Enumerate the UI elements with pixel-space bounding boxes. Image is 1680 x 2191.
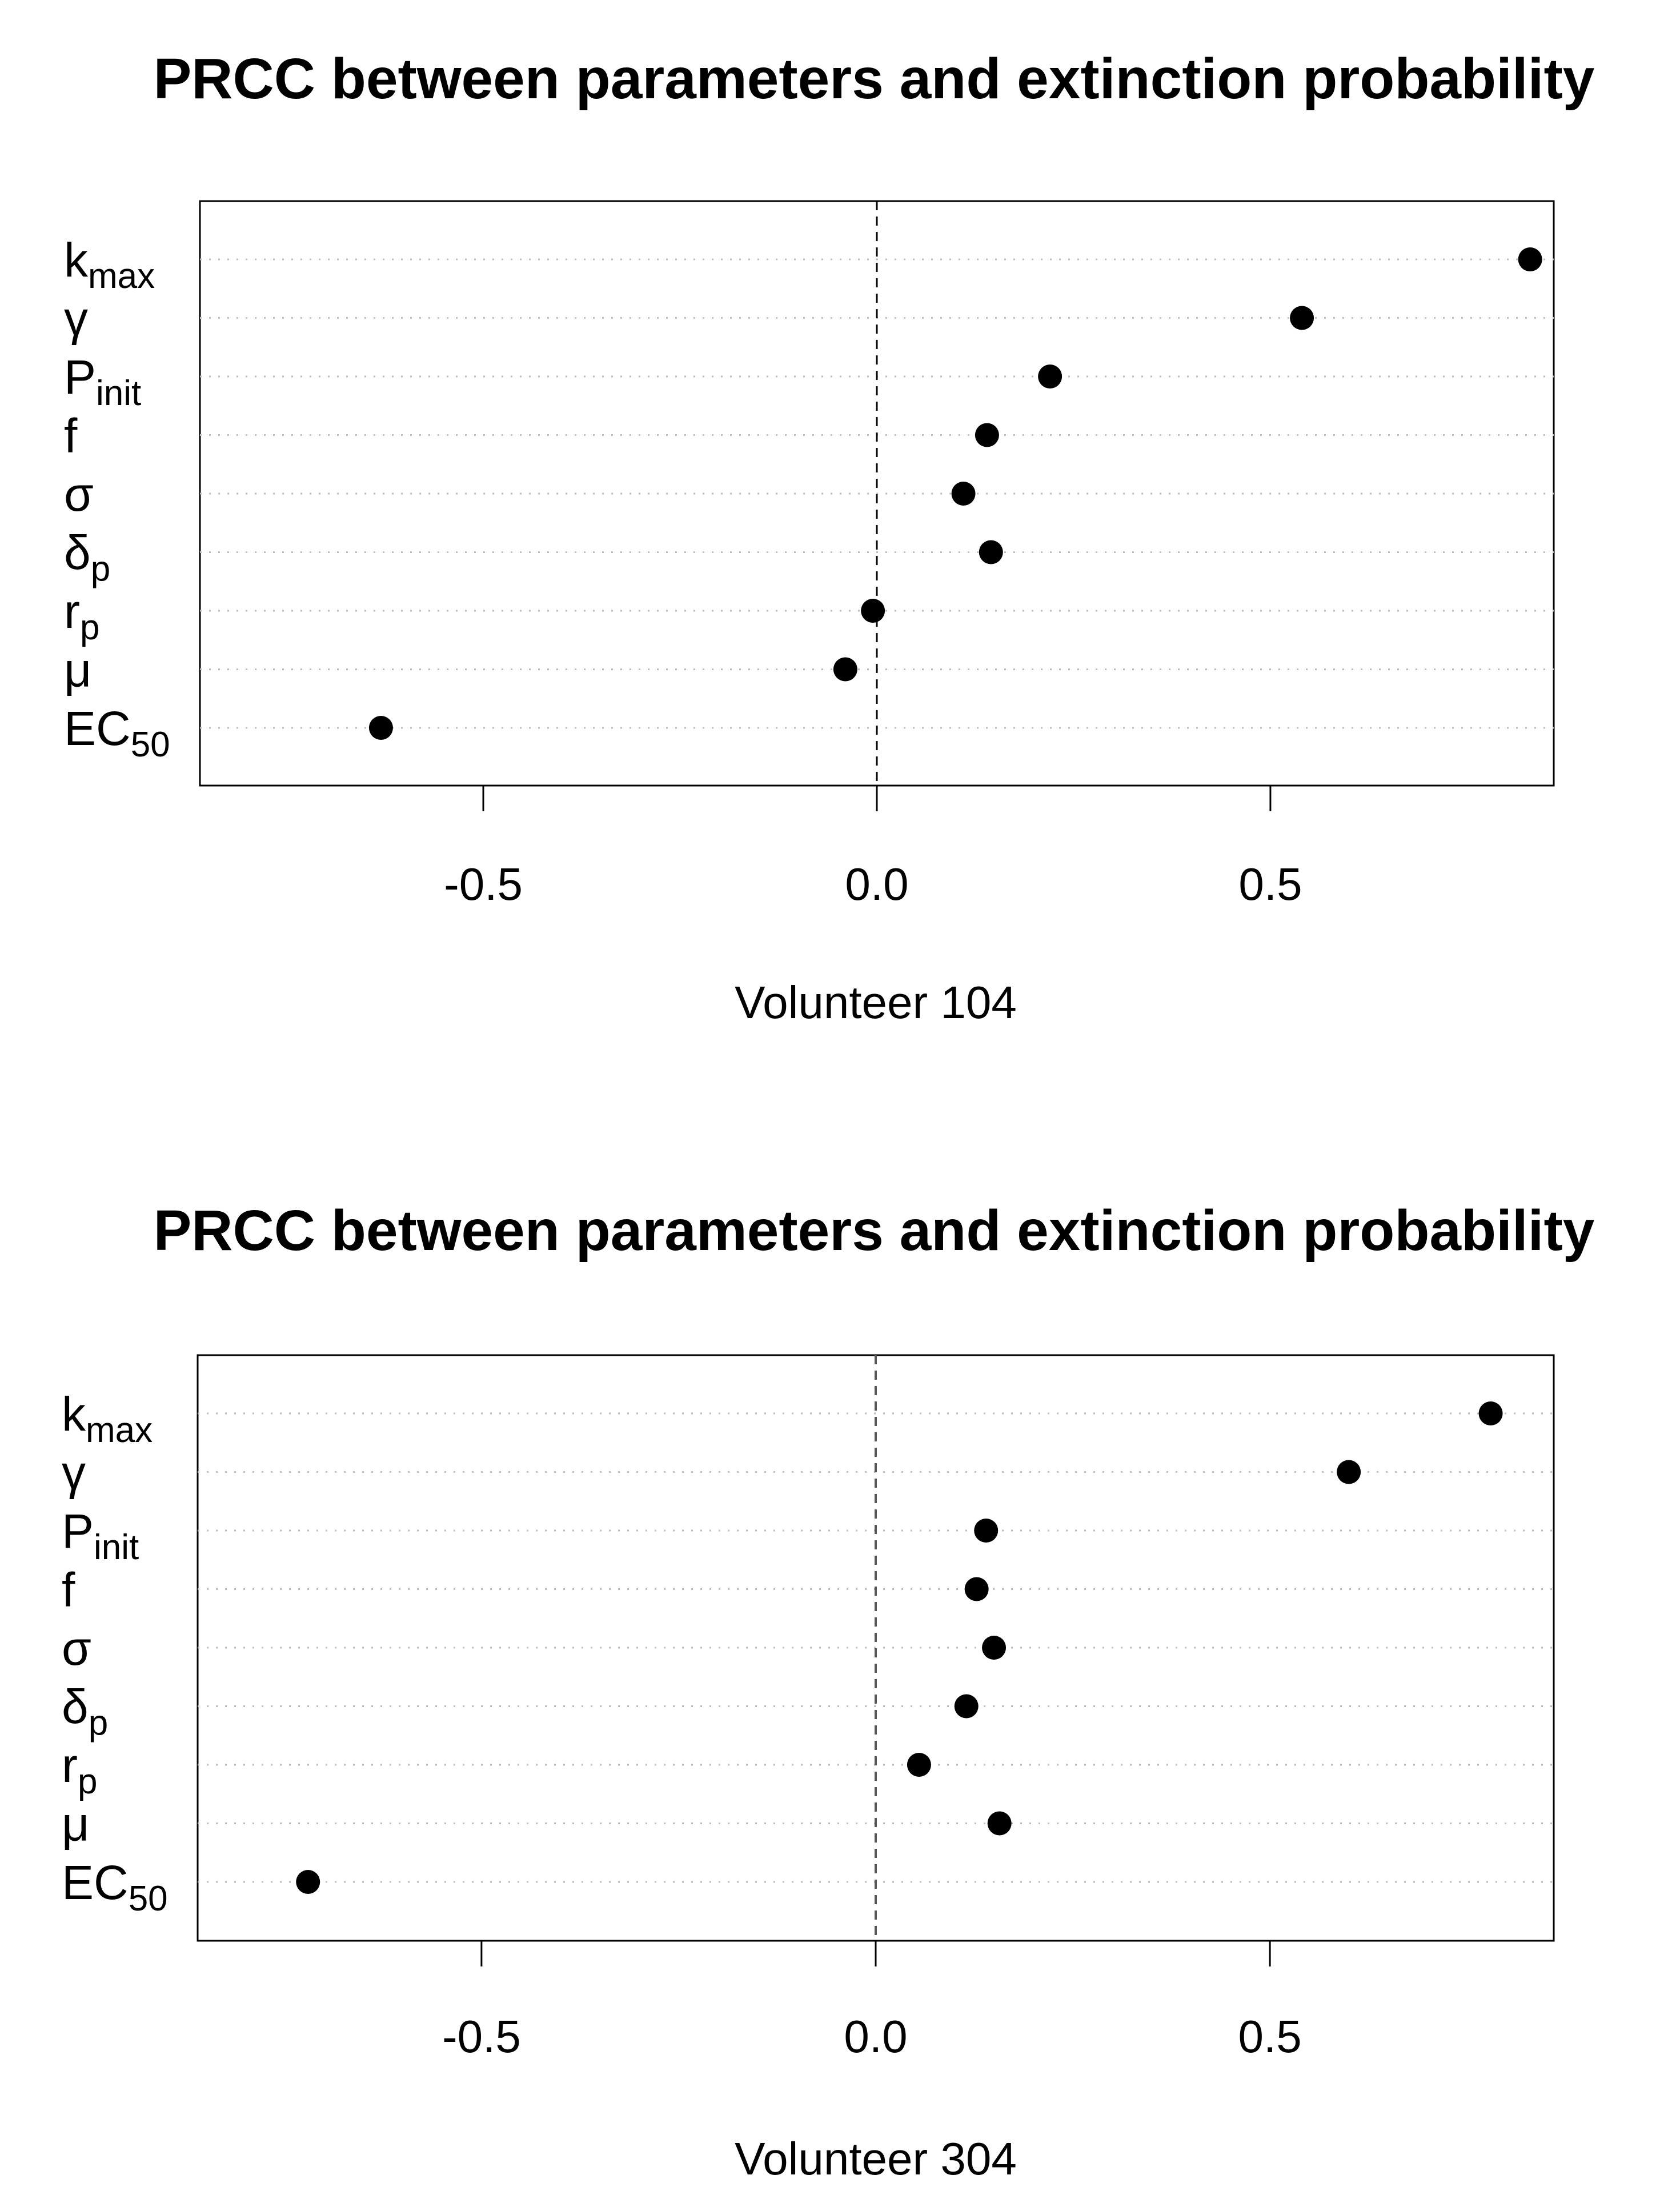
x-tick-label: 0.0 [844, 2011, 907, 2062]
data-points [368, 247, 1542, 740]
data-point [833, 657, 857, 682]
x-tick-label: 0.5 [1238, 2011, 1302, 2062]
category-label: f [64, 409, 78, 463]
data-point [296, 1870, 320, 1894]
data-point [1337, 1460, 1361, 1484]
category-label: EC50 [64, 702, 170, 764]
category-label: Pinit [64, 350, 141, 413]
chart-title: PRCC between parameters and extinction p… [154, 1199, 1595, 1263]
category-label: Pinit [62, 1504, 139, 1567]
category-label: μ [64, 643, 91, 697]
data-point [1290, 306, 1314, 330]
x-tick-label: 0.5 [1238, 859, 1302, 910]
category-label: f [62, 1563, 75, 1617]
data-point [987, 1811, 1012, 1836]
category-label: rp [62, 1739, 97, 1801]
x-tick-label: 0.0 [845, 859, 908, 910]
x-axis: -0.5 0.0 0.5 [442, 1941, 1302, 2062]
data-point [954, 1694, 979, 1719]
category-label: γ [64, 292, 88, 346]
data-point [964, 1577, 989, 1601]
category-label: rp [64, 584, 99, 647]
category-label: σ [62, 1621, 91, 1675]
data-point [975, 423, 999, 447]
panel-volunteer-304: PRCC between parameters and extinction p… [62, 1199, 1595, 2184]
category-label: γ [62, 1446, 86, 1500]
category-label: kmax [64, 233, 155, 296]
category-label: δp [64, 526, 110, 589]
data-point [1478, 1401, 1503, 1425]
category-label: σ [64, 467, 94, 521]
category-label: kmax [62, 1387, 153, 1450]
data-point [907, 1753, 931, 1777]
data-point [979, 540, 1003, 564]
category-label: EC50 [62, 1856, 168, 1918]
panel-volunteer-104: PRCC between parameters and extinction p… [64, 47, 1595, 1028]
category-label: μ [62, 1797, 89, 1851]
data-point [974, 1519, 999, 1543]
data-point [951, 482, 976, 506]
chart-title: PRCC between parameters and extinction p… [154, 47, 1595, 111]
data-point [1038, 365, 1062, 388]
x-tick-label: -0.5 [442, 2011, 521, 2062]
x-axis-label: Volunteer 304 [735, 2133, 1017, 2184]
data-point [982, 1636, 1007, 1660]
x-axis: -0.5 0.0 0.5 [444, 786, 1302, 910]
data-point [1518, 247, 1542, 271]
data-point [861, 599, 885, 623]
x-axis-label: Volunteer 104 [735, 977, 1017, 1028]
data-points [296, 1401, 1503, 1894]
data-point [368, 716, 393, 740]
category-label: δp [62, 1680, 108, 1743]
x-tick-label: -0.5 [444, 859, 523, 910]
